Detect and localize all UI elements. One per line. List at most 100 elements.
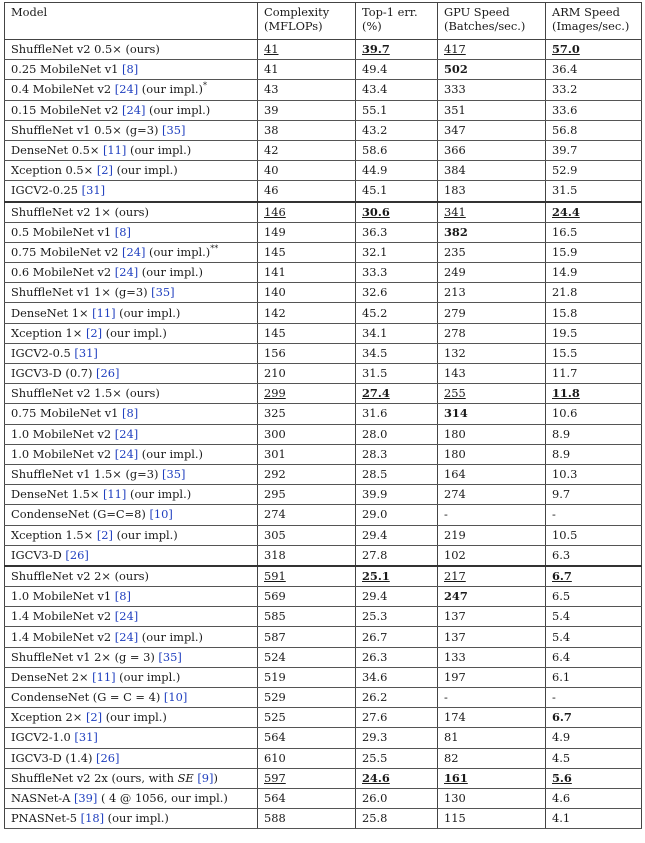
citation-link[interactable]: [24] bbox=[114, 426, 139, 441]
citation-link[interactable]: [26] bbox=[96, 750, 120, 765]
citation-link[interactable]: [24] bbox=[122, 102, 146, 117]
citation-link[interactable]: [18] bbox=[80, 811, 105, 826]
model-name: Xception 2× bbox=[11, 710, 86, 725]
citation-link[interactable]: [2] bbox=[96, 527, 113, 542]
citation-link[interactable]: [24] bbox=[114, 609, 139, 624]
model-name: ShuffleNet v2 0.5× (ours) bbox=[11, 42, 160, 57]
cell-arm: - bbox=[545, 687, 642, 709]
top1-value: 43.2 bbox=[362, 122, 388, 137]
gpu-value: 137 bbox=[444, 609, 466, 624]
cell-complexity: 142 bbox=[257, 302, 356, 324]
cell-gpu: 143 bbox=[437, 363, 546, 385]
cell-model: 0.6 MobileNet v2 [24] (our impl.) bbox=[4, 262, 258, 284]
citation-link[interactable]: [2] bbox=[85, 710, 103, 725]
cell-top1: 29.0 bbox=[355, 504, 438, 526]
cell-gpu: 351 bbox=[437, 100, 546, 121]
table-row: DenseNet 0.5× [11] (our impl.) 42 58.6 366 3… bbox=[4, 140, 642, 162]
top1-value: 43.4 bbox=[362, 82, 388, 97]
complexity-value: 146 bbox=[264, 204, 286, 219]
citation-link[interactable]: [31] bbox=[74, 345, 98, 360]
model-name: DenseNet 0.5× bbox=[11, 143, 103, 158]
cell-arm: 16.5 bbox=[545, 222, 642, 243]
cell-gpu: 384 bbox=[437, 160, 546, 182]
table-row: 0.15 MobileNet v2 [24] (our impl.) 39 55.1… bbox=[4, 100, 642, 121]
citation-link[interactable]: [9] bbox=[197, 770, 214, 785]
citation-link[interactable]: [35] bbox=[158, 649, 182, 664]
arm-value: 11.7 bbox=[552, 366, 578, 381]
citation-link[interactable]: [10] bbox=[149, 507, 173, 522]
citation-link[interactable]: [24] bbox=[114, 82, 139, 97]
citation-link[interactable]: [2] bbox=[96, 163, 113, 178]
model-suffix: (our impl.) bbox=[126, 143, 192, 158]
citation-link[interactable]: [24] bbox=[122, 244, 146, 259]
citation-link[interactable]: [8] bbox=[114, 224, 131, 239]
complexity-value: 587 bbox=[264, 629, 286, 644]
cell-complexity: 519 bbox=[257, 667, 356, 689]
top1-value: 27.4 bbox=[362, 386, 390, 401]
citation-link[interactable]: [8] bbox=[114, 589, 131, 604]
table-row: ShuffleNet v2 2x (ours, with SE [9]) 597 2… bbox=[4, 768, 642, 789]
cell-top1: 28.0 bbox=[355, 424, 438, 445]
arm-value: 15.8 bbox=[552, 305, 578, 320]
cell-gpu: 417 bbox=[437, 39, 546, 61]
citation-link[interactable]: [24] bbox=[114, 265, 139, 280]
cell-model: DenseNet 2× [11] (our impl.) bbox=[4, 667, 258, 689]
citation-link[interactable]: [35] bbox=[162, 122, 186, 137]
arm-value: 6.4 bbox=[552, 649, 571, 664]
cell-arm: 19.5 bbox=[545, 323, 642, 344]
table-row: 1.0 MobileNet v2 [24] 300 28.0 180 8.9 bbox=[4, 424, 642, 445]
arm-value: 4.9 bbox=[552, 730, 571, 745]
gpu-value: 213 bbox=[444, 285, 466, 300]
complexity-value: 610 bbox=[264, 750, 286, 765]
cell-model: CondenseNet (G = C = 4) [10] bbox=[4, 687, 258, 709]
arm-value: 33.6 bbox=[552, 102, 578, 117]
cell-complexity: 46 bbox=[257, 180, 356, 203]
citation-link[interactable]: [11] bbox=[92, 669, 116, 684]
cell-complexity: 145 bbox=[257, 323, 356, 344]
cell-gpu: 502 bbox=[437, 59, 546, 81]
citation-link[interactable]: [11] bbox=[102, 143, 127, 158]
complexity-value: 597 bbox=[264, 770, 286, 785]
model-name: DenseNet 1× bbox=[11, 305, 93, 320]
cell-model: IGCV2-1.0 [31] bbox=[4, 727, 258, 749]
citation-link[interactable]: [8] bbox=[122, 62, 139, 77]
citation-link[interactable]: [24] bbox=[114, 629, 139, 644]
complexity-value: 569 bbox=[264, 589, 286, 604]
complexity-value: 46 bbox=[264, 183, 279, 198]
citation-link[interactable]: [31] bbox=[74, 730, 98, 745]
citation-link[interactable]: [26] bbox=[96, 366, 120, 381]
cell-complexity: 42 bbox=[257, 140, 356, 162]
cell-model: 1.4 MobileNet v2 [24] (our impl.) bbox=[4, 626, 258, 648]
citation-link[interactable]: [2] bbox=[85, 325, 103, 340]
header-complexity: Complexity (MFLOPs) bbox=[257, 2, 356, 40]
cell-top1: 55.1 bbox=[355, 100, 438, 121]
citation-link[interactable]: [10] bbox=[163, 690, 188, 705]
citation-link[interactable]: [11] bbox=[92, 305, 116, 320]
top1-value: 45.1 bbox=[362, 183, 388, 198]
citation-link[interactable]: [39] bbox=[73, 791, 98, 806]
cell-model: ShuffleNet v2 2× (ours) bbox=[4, 564, 258, 588]
cell-model: NASNet-A [39] ( 4 @ 1056, our impl.) bbox=[4, 788, 258, 810]
cell-gpu: 81 bbox=[437, 727, 546, 749]
cell-model: DenseNet 0.5× [11] (our impl.) bbox=[4, 140, 258, 162]
cell-gpu: 278 bbox=[437, 323, 546, 344]
citation-link[interactable]: [35] bbox=[162, 467, 186, 482]
model-name: 0.5 MobileNet v1 bbox=[11, 224, 115, 239]
cell-top1: 33.3 bbox=[355, 262, 438, 284]
cell-model: 0.25 MobileNet v1 [8] bbox=[4, 59, 258, 81]
top1-value: 34.5 bbox=[362, 345, 388, 360]
cell-model: ShuffleNet v1 1.5× (g=3) [35] bbox=[4, 464, 258, 486]
cell-complexity: 156 bbox=[257, 343, 356, 365]
model-suffix: (our impl.) bbox=[115, 669, 181, 684]
cell-gpu: 82 bbox=[437, 748, 546, 769]
citation-link[interactable]: [24] bbox=[114, 446, 139, 461]
citation-link[interactable]: [31] bbox=[81, 183, 106, 198]
citation-link[interactable]: [35] bbox=[151, 285, 175, 300]
citation-link[interactable]: [8] bbox=[122, 406, 139, 421]
cell-arm: 21.8 bbox=[545, 282, 642, 304]
complexity-value: 519 bbox=[264, 669, 286, 684]
top1-value: 24.6 bbox=[362, 770, 390, 785]
citation-link[interactable]: [26] bbox=[65, 547, 89, 562]
citation-link[interactable]: [11] bbox=[102, 487, 127, 502]
cell-complexity: 149 bbox=[257, 222, 356, 243]
